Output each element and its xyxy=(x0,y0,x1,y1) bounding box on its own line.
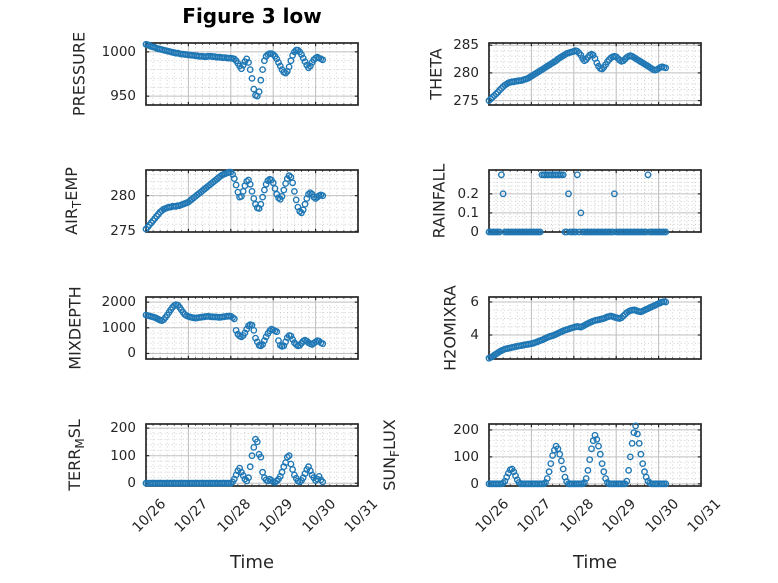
subplot-terr-msl xyxy=(145,423,359,487)
y-axis-label-terr-msl: TERRMSL xyxy=(64,419,88,491)
y-tick-label: 0.1 xyxy=(457,204,479,221)
scatter-series-mixdepth xyxy=(142,301,327,350)
subplot-mixdepth xyxy=(145,296,359,360)
y-axis-label-theta: THETA xyxy=(426,48,446,100)
y-tick-label: 2000 xyxy=(101,294,136,311)
x-axis-label-right: Time xyxy=(572,552,618,573)
y-tick-label: 200 xyxy=(453,421,479,438)
y-axis-label-pressure: PRESSURE xyxy=(69,31,89,117)
subplot-sun-flux xyxy=(488,423,702,487)
y-tick-label: 950 xyxy=(110,88,136,105)
scatter-series-h2omixra xyxy=(485,298,670,362)
y-axis-label-rainfall: RAINFALL xyxy=(429,163,449,239)
subplot-rainfall xyxy=(488,169,702,233)
y-axis-label-mixdepth: MIXDEPTH xyxy=(65,286,85,370)
x-axis-label-left: Time xyxy=(229,552,275,573)
y-tick-label: 275 xyxy=(110,223,136,240)
subplot-pressure xyxy=(145,42,359,106)
scatter-series-sun-flux xyxy=(485,422,670,488)
y-tick-label: 6 xyxy=(470,293,479,310)
y-tick-label: 275 xyxy=(453,92,479,109)
scatter-series-pressure xyxy=(142,40,327,100)
figure-title: Figure 3 low xyxy=(182,4,322,28)
subplot-theta xyxy=(488,42,702,106)
scatter-series-rainfall xyxy=(485,171,670,236)
scatter-series-theta xyxy=(485,47,670,105)
y-axis-label-air-temp: AIRTEMP xyxy=(61,167,85,235)
y-tick-label: 100 xyxy=(453,448,479,465)
y-tick-label: 0 xyxy=(470,475,479,492)
y-tick-label: 0 xyxy=(127,475,136,492)
y-tick-label: 280 xyxy=(453,64,479,81)
y-tick-label: 1000 xyxy=(101,319,136,336)
y-axis-label-h2omixra: H2OMIXRA xyxy=(440,285,460,371)
y-tick-label: 0 xyxy=(470,224,479,240)
y-tick-label: 0 xyxy=(127,345,136,362)
subplot-h2omixra xyxy=(488,296,702,360)
scatter-series-terr-msl xyxy=(142,435,327,487)
y-tick-label: 285 xyxy=(453,37,479,54)
y-axis-label-sun-flux: SUNFLUX xyxy=(379,419,403,491)
y-tick-label: 4 xyxy=(470,327,479,344)
scatter-series-air-temp xyxy=(142,168,327,233)
y-tick-label: 1000 xyxy=(101,43,136,60)
y-tick-label: 280 xyxy=(110,187,136,204)
y-tick-label: 200 xyxy=(110,420,136,437)
y-tick-label: 0.2 xyxy=(457,185,479,202)
y-tick-label: 100 xyxy=(110,447,136,464)
